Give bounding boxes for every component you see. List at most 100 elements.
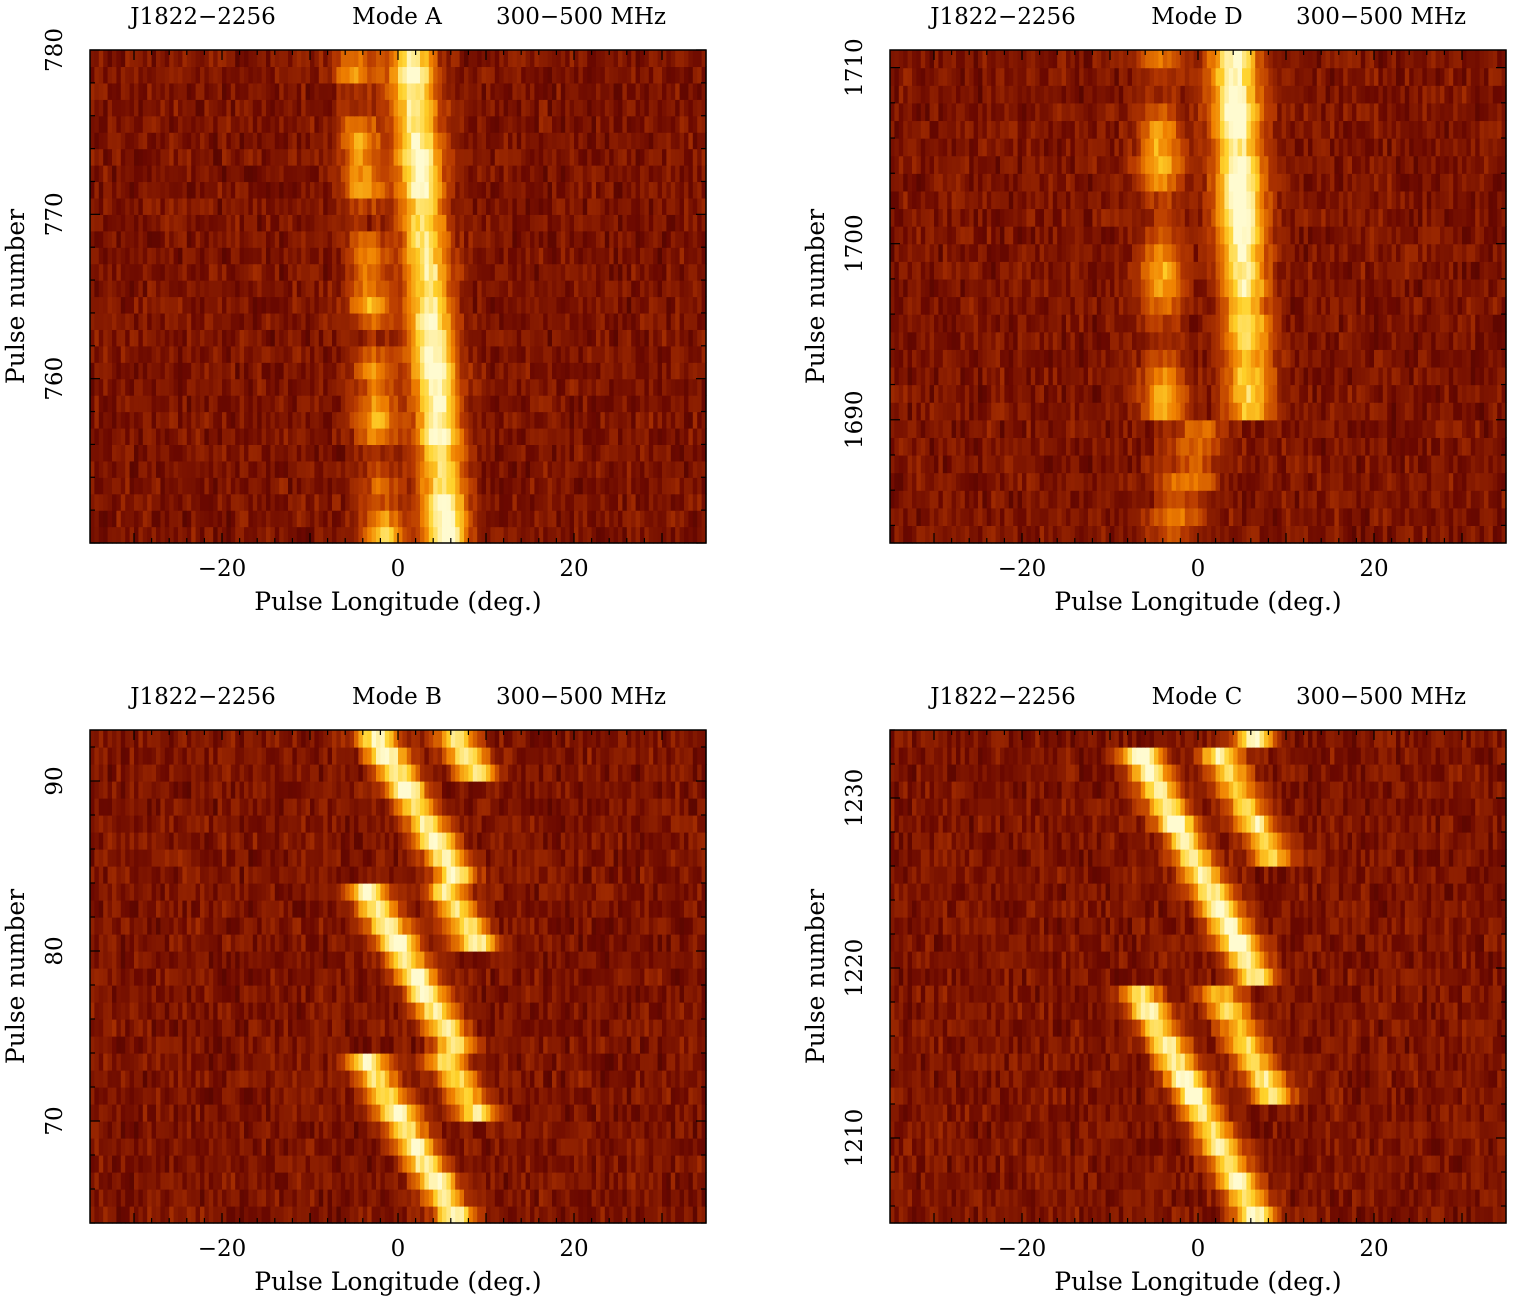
heatmap-cell	[490, 494, 495, 511]
heatmap-cell	[688, 181, 693, 198]
heatmap-cell	[187, 149, 192, 166]
heatmap-cell	[1136, 525, 1141, 543]
heatmap-cell	[143, 149, 148, 166]
heatmap-cell	[451, 280, 456, 297]
heatmap-cell	[248, 379, 253, 396]
heatmap-cell	[561, 329, 566, 346]
heatmap-cell	[402, 477, 407, 494]
heatmap-cell	[574, 116, 579, 133]
heatmap-cell	[372, 428, 377, 445]
heatmap-cell	[165, 510, 170, 527]
heatmap-cell	[160, 214, 165, 231]
heatmap-cell	[94, 264, 99, 281]
heatmap-cell	[640, 231, 645, 248]
heatmap-cell	[178, 50, 183, 67]
heatmap-cell	[125, 477, 130, 494]
heatmap-cell	[130, 99, 135, 116]
heatmap-cell	[279, 198, 284, 215]
heatmap-cell	[490, 214, 495, 231]
heatmap-cell	[1400, 473, 1405, 491]
heatmap-cell	[644, 527, 649, 544]
heatmap-cell	[284, 527, 289, 544]
heatmap-cell	[1084, 473, 1089, 491]
heatmap-cell	[306, 247, 311, 264]
heatmap-cell	[552, 264, 557, 281]
heatmap-cell	[328, 132, 333, 149]
heatmap-cell	[1233, 525, 1238, 543]
heatmap-cell	[921, 490, 926, 508]
heatmap-cell	[367, 198, 372, 215]
heatmap-cell	[578, 149, 583, 166]
heatmap-cell	[196, 395, 201, 412]
heatmap-cell	[121, 264, 126, 281]
heatmap-cell	[561, 264, 566, 281]
heatmap-cell	[622, 510, 627, 527]
heatmap-cell	[350, 395, 355, 412]
heatmap-cell	[684, 510, 689, 527]
heatmap-cell	[658, 165, 663, 182]
heatmap-cell	[490, 50, 495, 67]
heatmap-cell	[1048, 473, 1053, 491]
heatmap-cell	[653, 444, 658, 461]
heatmap-cell	[138, 379, 143, 396]
heatmap-cell	[240, 198, 245, 215]
heatmap-cell	[1453, 473, 1458, 491]
heatmap-cell	[438, 362, 443, 379]
heatmap-cell	[328, 477, 333, 494]
heatmap-cell	[1158, 490, 1163, 508]
heatmap-cell	[121, 346, 126, 363]
heatmap-cell	[416, 165, 421, 182]
heatmap-cell	[385, 297, 390, 314]
heatmap-cell	[991, 455, 996, 473]
heatmap-cell	[636, 461, 641, 478]
heatmap-cell	[376, 214, 381, 231]
heatmap-cell	[262, 527, 267, 544]
heatmap-cells	[890, 50, 1507, 544]
heatmap-cell	[182, 379, 187, 396]
heatmap-cell	[244, 149, 249, 166]
heatmap-cell	[468, 428, 473, 445]
heatmap-cell	[138, 149, 143, 166]
heatmap-cell	[622, 428, 627, 445]
heatmap-cell	[257, 99, 262, 116]
heatmap-cell	[636, 214, 641, 231]
heatmap-cell	[508, 181, 513, 198]
heatmap-cell	[894, 490, 899, 508]
heatmap-cell	[323, 264, 328, 281]
heatmap-cell	[429, 477, 434, 494]
heatmap-cell	[116, 231, 121, 248]
heatmap-cell	[314, 83, 319, 100]
heatmap-cell	[314, 66, 319, 83]
heatmap-cell	[552, 346, 557, 363]
heatmap-cell	[354, 461, 359, 478]
heatmap-cell	[196, 477, 201, 494]
heatmap-cell	[182, 66, 187, 83]
heatmap-cell	[578, 247, 583, 264]
heatmap-cell	[578, 494, 583, 511]
heatmap-cell	[152, 165, 157, 182]
heatmap-cell	[165, 280, 170, 297]
heatmap-cell	[583, 132, 588, 149]
heatmap-cell	[248, 477, 253, 494]
heatmap-cell	[508, 264, 513, 281]
heatmap-cell	[1242, 508, 1247, 526]
heatmap-cell	[336, 313, 341, 330]
heatmap-cell	[196, 313, 201, 330]
heatmap-cell	[548, 444, 553, 461]
heatmap-cell	[671, 395, 676, 412]
heatmap-cell	[583, 50, 588, 67]
heatmap-cell	[943, 473, 948, 491]
heatmap-cell	[323, 99, 328, 116]
heatmap-cell	[903, 490, 908, 508]
heatmap-cell	[490, 165, 495, 182]
heatmap-cell	[354, 329, 359, 346]
heatmap-cell	[684, 99, 689, 116]
heatmap-cell	[438, 379, 443, 396]
heatmap-cell	[1079, 525, 1084, 543]
heatmap-cell	[376, 428, 381, 445]
heatmap-cell	[222, 412, 227, 429]
heatmap-cell	[429, 231, 434, 248]
heatmap-cell	[1110, 490, 1115, 508]
heatmap-cell	[380, 329, 385, 346]
heatmap-cell	[644, 83, 649, 100]
